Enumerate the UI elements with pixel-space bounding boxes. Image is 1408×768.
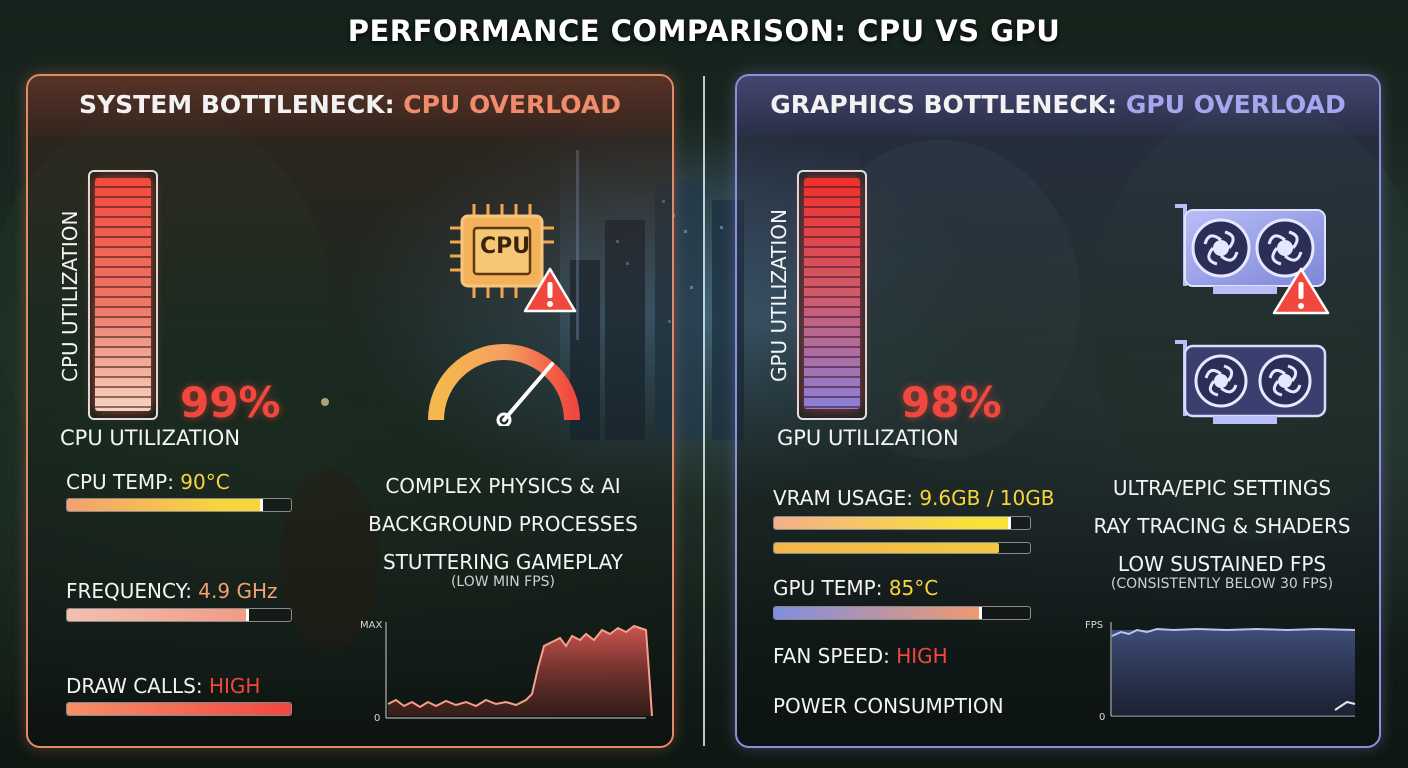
gpu-graph-line	[1111, 627, 1356, 637]
center-divider	[703, 76, 705, 746]
vram-usage-bar-fill	[774, 517, 1010, 529]
graphics-card-icon-warning	[1175, 204, 1326, 294]
gpu-info-subtext: (CONSISTENTLY BELOW 30 FPS)	[1110, 576, 1334, 592]
cpu-info-line-1: COMPLEX PHYSICS & AI	[385, 474, 621, 498]
cpu-panel-header: SYSTEM BOTTLENECK: CPU OVERLOAD	[28, 76, 672, 136]
cpu-utilization-caption: CPU UTILIZATION	[60, 426, 241, 450]
cpu-info-line-2: BACKGROUND PROCESSES	[368, 512, 638, 536]
cpu-temp-bar-fill	[67, 499, 262, 511]
cpu-info-line-3: STUTTERING GAMEPLAY	[383, 550, 623, 574]
warning-triangle-icon	[1272, 267, 1330, 315]
frequency-label: FREQUENCY: 4.9 GHz	[66, 579, 278, 603]
gpu-utilization-caption: GPU UTILIZATION	[777, 426, 959, 450]
cpu-temp-value: 90°C	[180, 470, 230, 494]
gpu-fps-graph: FPS 0	[1085, 620, 1356, 723]
vram-usage-label: VRAM USAGE: 9.6GB / 10GB	[773, 486, 1055, 510]
warning-triangle-icon	[523, 267, 577, 313]
gpu-temp-bar	[773, 606, 1031, 620]
fan-speed-label: FAN SPEED: HIGH	[773, 644, 948, 668]
cpu-temp-bar	[66, 498, 292, 512]
cpu-utilization-bar-fill	[95, 177, 151, 412]
gpu-info-line-2: RAY TRACING & SHADERS	[1093, 514, 1351, 538]
cpu-graph-min-label: 0	[374, 713, 380, 724]
cpu-chip-label: CPU	[480, 234, 531, 259]
vram-usage-bar	[773, 516, 1031, 530]
frequency-bar-marker	[246, 609, 250, 621]
gpu-temp-bar-fill	[774, 607, 982, 619]
vram-usage-value: 9.6GB / 10GB	[919, 486, 1055, 510]
cpu-utilization-bar	[88, 170, 158, 420]
vram-secondary-bar	[773, 542, 1031, 554]
draw-calls-bar	[66, 702, 292, 716]
cpu-utilization-value: 99%	[180, 378, 281, 427]
gpu-temp-value: 85°C	[888, 576, 939, 600]
gpu-temp-bar-marker	[979, 607, 983, 619]
page-title: PERFORMANCE COMPARISON: CPU VS GPU	[347, 14, 1061, 48]
cpu-chip-icon	[450, 204, 554, 298]
cpu-header-highlight: CPU OVERLOAD	[403, 90, 621, 119]
gpu-info-line-3: LOW SUSTAINED FPS	[1117, 552, 1327, 576]
gpu-graph-tail	[1334, 700, 1356, 711]
graphics-card-icon	[1175, 340, 1327, 424]
cpu-utilization-vertical-label: CPU UTILIZATION	[58, 210, 82, 382]
gpu-info-line-1: ULTRA/EPIC SETTINGS	[1112, 476, 1332, 500]
frequency-bar	[66, 608, 292, 622]
gpu-utilization-value: 98%	[901, 378, 1002, 427]
cpu-frametime-graph: MAX 0	[360, 620, 653, 724]
cpu-graph-line	[387, 624, 653, 717]
gpu-panel-header: GRAPHICS BOTTLENECK: GPU OVERLOAD	[737, 76, 1379, 136]
draw-calls-label: DRAW CALLS: HIGH	[66, 674, 261, 698]
gpu-temp-label: GPU TEMP: 85°C	[773, 576, 939, 600]
cpu-graph-max-label: MAX	[360, 620, 382, 631]
draw-calls-value: HIGH	[208, 674, 261, 698]
frequency-bar-fill	[67, 609, 249, 621]
cpu-bottleneck-panel: SYSTEM BOTTLENECK: CPU OVERLOAD CPU UTIL…	[26, 74, 674, 748]
gpu-header-highlight: GPU OVERLOAD	[1125, 90, 1346, 119]
power-consumption-label: POWER CONSUMPTION	[773, 694, 1004, 718]
fan-speed-value: HIGH	[896, 644, 948, 668]
cpu-info-subtext: (LOW MIN FPS)	[450, 574, 556, 590]
gpu-utilization-bar-fill	[804, 178, 860, 410]
gpu-graph-area	[1112, 630, 1355, 716]
frequency-value: 4.9 GHz	[198, 579, 278, 603]
gpu-bottleneck-panel: GRAPHICS BOTTLENECK: GPU OVERLOAD GPU UT…	[735, 74, 1381, 748]
gpu-graph-max-label: FPS	[1085, 620, 1103, 631]
cpu-header-prefix: SYSTEM BOTTLENECK:	[79, 90, 404, 119]
vram-usage-bar-marker	[1007, 517, 1011, 529]
gpu-utilization-vertical-label: GPU UTILIZATION	[767, 209, 791, 382]
cpu-temp-bar-marker	[259, 499, 263, 511]
gpu-graph-min-label: 0	[1099, 712, 1105, 723]
speedometer-gauge-icon	[428, 344, 580, 426]
draw-calls-bar-fill	[67, 703, 291, 715]
gpu-utilization-bar	[797, 170, 867, 420]
cpu-temp-label: CPU TEMP: 90°C	[66, 470, 230, 494]
cpu-graph-area	[388, 626, 652, 716]
vram-secondary-bar-fill	[774, 543, 1000, 553]
gpu-header-prefix: GRAPHICS BOTTLENECK:	[770, 90, 1126, 119]
